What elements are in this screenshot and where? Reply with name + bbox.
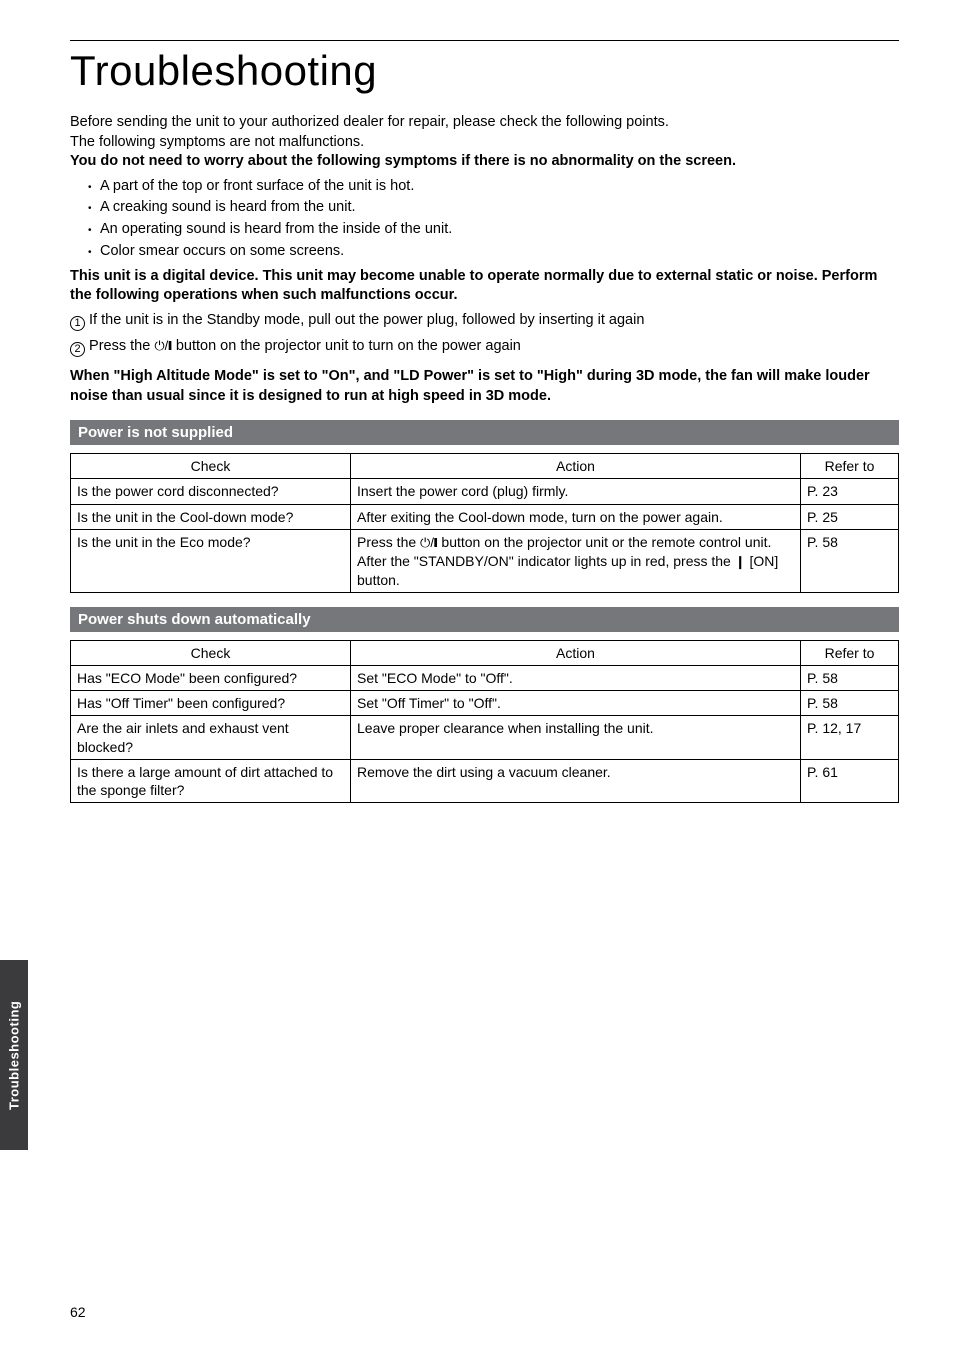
cell-refer: P. 12, 17	[801, 716, 899, 759]
step2-text-a: Press the	[89, 338, 154, 354]
table-row: Is the power cord disconnected? Insert t…	[71, 479, 899, 504]
cell-refer: P. 25	[801, 504, 899, 529]
cell-action: Insert the power cord (plug) firmly.	[351, 479, 801, 504]
cell-action: Set "ECO Mode" to "Off".	[351, 665, 801, 690]
cell-refer: P. 23	[801, 479, 899, 504]
cell-action: Remove the dirt using a vacuum cleaner.	[351, 759, 801, 802]
cell-check: Has "Off Timer" been configured?	[71, 691, 351, 716]
th-refer: Refer to	[801, 454, 899, 479]
page-number: 62	[70, 1304, 86, 1320]
section-heading-power-not-supplied: Power is not supplied	[70, 420, 899, 445]
power-standby-icon: ⏻/❙	[154, 335, 172, 357]
page-container: Troubleshooting Before sending the unit …	[0, 0, 954, 1348]
cell-check: Are the air inlets and exhaust vent bloc…	[71, 716, 351, 759]
intro-bold3: When "High Altitude Mode" is set to "On"…	[70, 367, 899, 406]
circled-two-icon: 2	[70, 342, 85, 357]
on-bar-icon: ❙	[735, 554, 746, 571]
power-standby-icon: ⏻/❙	[420, 535, 438, 552]
cell-refer: P. 58	[801, 691, 899, 716]
list-item: Color smear occurs on some screens.	[88, 241, 899, 263]
page-title: Troubleshooting	[70, 47, 899, 95]
table-power-shuts-down: Check Action Refer to Has "ECO Mode" bee…	[70, 640, 899, 803]
intro-line2: The following symptoms are not malfuncti…	[70, 133, 899, 153]
top-rule	[70, 40, 899, 41]
cell-check: Is there a large amount of dirt attached…	[71, 759, 351, 802]
cell-action: After exiting the Cool-down mode, turn o…	[351, 504, 801, 529]
action-pre: Press the	[357, 534, 420, 550]
cell-check: Has "ECO Mode" been configured?	[71, 665, 351, 690]
cell-action: Leave proper clearance when installing t…	[351, 716, 801, 759]
circled-one-icon: 1	[70, 316, 85, 331]
table-header-row: Check Action Refer to	[71, 640, 899, 665]
table-row: Has "ECO Mode" been configured? Set "ECO…	[71, 665, 899, 690]
cell-refer: P. 58	[801, 665, 899, 690]
cell-action: Press the ⏻/❙ button on the projector un…	[351, 529, 801, 592]
table-header-row: Check Action Refer to	[71, 454, 899, 479]
step2-text-b: button on the projector unit to turn on …	[172, 338, 521, 354]
list-item: An operating sound is heard from the ins…	[88, 219, 899, 241]
step-2: 2 Press the ⏻/❙ button on the projector …	[70, 334, 899, 359]
th-refer: Refer to	[801, 640, 899, 665]
table-row: Is there a large amount of dirt attached…	[71, 759, 899, 802]
cell-action: Set "Off Timer" to "Off".	[351, 691, 801, 716]
intro-bullet-list: A part of the top or front surface of th…	[70, 176, 899, 263]
cell-check: Is the unit in the Cool-down mode?	[71, 504, 351, 529]
list-item: A part of the top or front surface of th…	[88, 176, 899, 198]
th-action: Action	[351, 454, 801, 479]
table-power-not-supplied: Check Action Refer to Is the power cord …	[70, 453, 899, 593]
cell-check: Is the unit in the Eco mode?	[71, 529, 351, 592]
section-heading-power-shuts-down: Power shuts down automatically	[70, 607, 899, 632]
intro-bold1: You do not need to worry about the follo…	[70, 152, 899, 172]
step-1: 1 If the unit is in the Standby mode, pu…	[70, 308, 899, 333]
th-check: Check	[71, 454, 351, 479]
table-row: Has "Off Timer" been configured? Set "Of…	[71, 691, 899, 716]
th-action: Action	[351, 640, 801, 665]
table-row: Are the air inlets and exhaust vent bloc…	[71, 716, 899, 759]
step1-text: If the unit is in the Standby mode, pull…	[89, 312, 644, 328]
cell-refer: P. 58	[801, 529, 899, 592]
cell-check: Is the power cord disconnected?	[71, 479, 351, 504]
intro-line1: Before sending the unit to your authoriz…	[70, 113, 899, 133]
th-check: Check	[71, 640, 351, 665]
cell-refer: P. 61	[801, 759, 899, 802]
list-item: A creaking sound is heard from the unit.	[88, 197, 899, 219]
side-tab-troubleshooting: Troubleshooting	[0, 960, 28, 1150]
intro-bold2: This unit is a digital device. This unit…	[70, 267, 899, 306]
table-row: Is the unit in the Cool-down mode? After…	[71, 504, 899, 529]
table-row: Is the unit in the Eco mode? Press the ⏻…	[71, 529, 899, 592]
